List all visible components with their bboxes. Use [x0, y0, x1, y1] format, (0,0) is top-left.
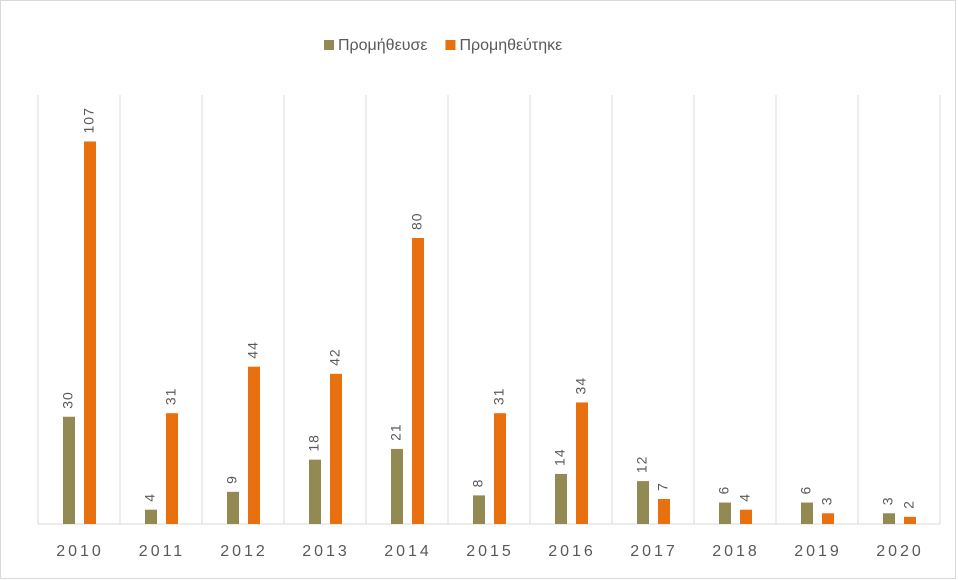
- bar: [576, 402, 588, 524]
- bar: [391, 448, 403, 524]
- data-label: 7: [655, 482, 671, 491]
- data-label: 42: [327, 348, 343, 366]
- data-label: 31: [163, 388, 179, 406]
- bar: [555, 473, 567, 524]
- x-tick-label: 2012: [220, 543, 268, 560]
- x-tick-label: 2013: [302, 543, 350, 560]
- x-tick-label: 2010: [56, 543, 104, 560]
- bar: [63, 416, 75, 524]
- bar: [145, 509, 157, 524]
- x-tick-label: 2019: [794, 543, 842, 560]
- data-label: 18: [306, 434, 322, 452]
- bar: [473, 495, 485, 524]
- bar: [822, 513, 834, 524]
- data-label: 12: [634, 456, 650, 474]
- data-label: 4: [737, 493, 753, 502]
- bar: [883, 513, 895, 524]
- x-tick-label: 2020: [876, 543, 924, 560]
- legend-swatch: [324, 40, 334, 50]
- data-label: 4: [142, 493, 158, 502]
- data-label: 6: [716, 486, 732, 495]
- legend-swatch: [445, 40, 456, 50]
- bar: [248, 366, 260, 524]
- x-tick-label: 2011: [139, 543, 185, 560]
- legend-label: Προμήθευσε: [338, 37, 427, 54]
- bar: [494, 413, 506, 524]
- data-label: 3: [880, 496, 896, 505]
- data-label: 3: [819, 496, 835, 505]
- bar: [330, 373, 342, 524]
- data-label: 44: [245, 341, 261, 359]
- data-label: 14: [552, 448, 568, 466]
- data-label: 8: [470, 479, 486, 488]
- bar: [84, 141, 96, 524]
- bar: [637, 481, 649, 524]
- bar: [719, 502, 731, 524]
- bar: [801, 502, 813, 524]
- x-tick-label: 2015: [466, 543, 514, 560]
- bar: [227, 491, 239, 524]
- x-tick-label: 2018: [712, 543, 760, 560]
- x-tick-label: 2014: [384, 543, 432, 560]
- bar: [412, 238, 424, 524]
- data-label: 21: [388, 423, 404, 441]
- bar: [740, 509, 752, 524]
- data-label: 31: [491, 388, 507, 406]
- x-tick-label: 2017: [630, 543, 678, 560]
- data-label: 2: [901, 500, 917, 509]
- data-label: 34: [573, 377, 589, 395]
- bar: [658, 498, 670, 524]
- data-label: 107: [81, 107, 97, 133]
- x-tick-label: 2016: [548, 543, 596, 560]
- data-label: 6: [798, 486, 814, 495]
- legend-label: Προμηθεύτηκε: [459, 37, 562, 54]
- data-label: 80: [409, 212, 425, 230]
- data-label: 30: [60, 391, 76, 409]
- bar: [904, 516, 916, 524]
- data-label: 9: [224, 475, 240, 484]
- bar: [166, 413, 178, 524]
- bar: [309, 459, 321, 524]
